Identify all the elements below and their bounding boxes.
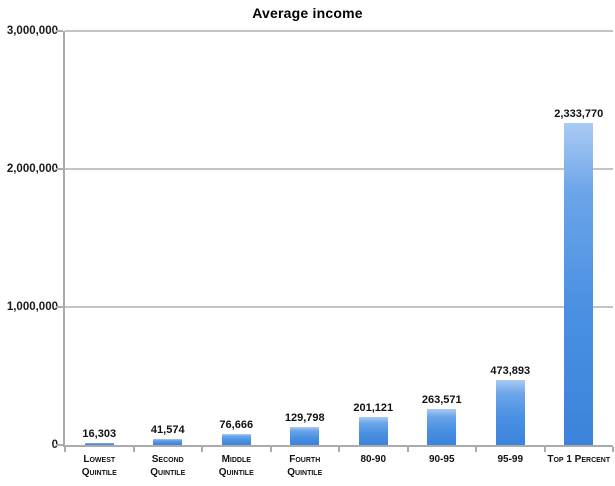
x-axis-label-line: Quintile — [150, 467, 186, 478]
bar-value-label: 473,893 — [490, 364, 531, 377]
x-axis-label-line: Middle — [221, 454, 251, 465]
x-axis-label-line: Quintile — [81, 467, 117, 478]
x-axis-tick — [201, 447, 203, 452]
x-axis-tick — [132, 447, 135, 452]
y-axis-tick-label: 1,000,000 — [6, 301, 58, 314]
gridline — [65, 306, 613, 309]
bar — [358, 417, 388, 445]
x-axis-tick — [475, 447, 477, 452]
bar-value-label: 201,121 — [353, 402, 394, 415]
bar-value-label: 263,571 — [421, 393, 462, 406]
x-axis-tick — [406, 447, 409, 452]
x-axis-label-line: Top 1 Percent — [547, 454, 611, 465]
plot-area: 16,303 41,574 76,666 129,798 201,121 263,571 4… — [56, 30, 614, 452]
x-axis-category-label: Lowest Quintile — [65, 453, 134, 479]
y-axis-tick — [56, 306, 63, 309]
chart-title: Average income — [252, 5, 363, 21]
x-axis-tick — [338, 447, 340, 452]
x-axis-tick — [612, 447, 614, 452]
x-axis-category-label: 80-90 — [339, 453, 408, 479]
bar-slot: 129,798 — [271, 412, 340, 445]
bar-slot: 41,574 — [134, 424, 203, 445]
bar-slot: 2,333,770 — [545, 108, 614, 445]
x-axis-category-label: Fourth Quintile — [271, 453, 340, 479]
gridline — [65, 168, 613, 171]
x-axis-label-line: Fourth — [289, 454, 321, 465]
bar — [495, 379, 525, 445]
x-axis-label-line: Quintile — [287, 467, 323, 478]
bar-value-label: 2,333,770 — [554, 107, 604, 120]
y-axis-tick — [56, 444, 63, 446]
y-axis-tick — [56, 168, 63, 171]
bar — [564, 122, 594, 445]
bar — [290, 427, 320, 445]
bar — [153, 439, 183, 445]
bar — [221, 434, 251, 445]
y-axis-tick-label: 0 — [51, 439, 58, 451]
x-axis-tick — [543, 447, 546, 452]
bar — [427, 408, 457, 445]
bar-slot: 473,893 — [476, 365, 545, 445]
x-axis-category-label: Second Quintile — [134, 453, 203, 479]
x-axis-category-label: Middle Quintile — [202, 453, 271, 479]
x-axis-label-line: Second — [151, 454, 184, 465]
x-axis-label-line: Lowest — [83, 454, 116, 465]
x-axis-labels: Lowest Quintile Second Quintile Middle Quinti… — [65, 453, 613, 479]
y-axis-tick — [56, 30, 63, 32]
x-axis-label-line: 90-95 — [428, 454, 455, 465]
bar — [84, 442, 114, 445]
y-axis-tick-label: 3,000,000 — [6, 25, 58, 37]
bar-slot: 16,303 — [65, 428, 134, 445]
x-axis-tick — [269, 447, 272, 452]
bar-value-label: 41,574 — [150, 424, 185, 437]
bar-value-label: 76,666 — [219, 419, 254, 432]
y-axis-tick-label: 2,000,000 — [6, 163, 58, 176]
bar-slot: 201,121 — [339, 402, 408, 445]
x-axis-label-line: Quintile — [218, 467, 254, 478]
x-axis-category-label: Top 1 Percent — [545, 453, 614, 479]
gridline — [65, 30, 613, 32]
bar-slot: 263,571 — [408, 394, 477, 445]
y-axis-labels: 0 1,000,000 2,000,000 3,000,000 — [0, 25, 58, 451]
x-axis-label-line: 80-90 — [360, 454, 387, 465]
bar-slot: 76,666 — [202, 419, 271, 445]
x-axis-label-line: 95-99 — [497, 454, 524, 465]
x-axis-category-label: 95-99 — [476, 453, 545, 479]
x-axis-category-label: 90-95 — [408, 453, 477, 479]
x-axis-tick — [64, 447, 66, 452]
bar-value-label: 129,798 — [284, 412, 325, 425]
bar-value-label: 16,303 — [82, 427, 117, 440]
